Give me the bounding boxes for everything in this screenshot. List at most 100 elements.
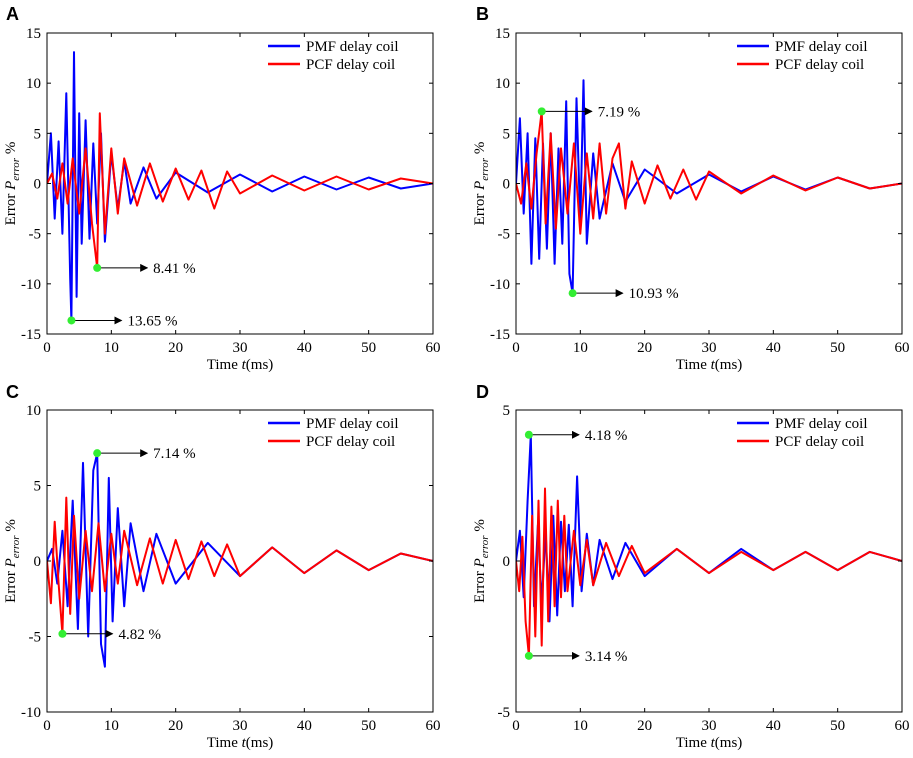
- panel-a: A 0 10 20 30 40 50 60 -15 -10 -5 0 5 10 15 Time t(ms) Er…: [3, 4, 441, 373]
- y-tick-label: 5: [503, 126, 511, 142]
- annotation: 10.93 %: [568, 286, 679, 302]
- x-tick-label: 60: [895, 340, 910, 356]
- series-pcf-line: [47, 112, 433, 269]
- x-tick-label: 20: [168, 340, 183, 356]
- annotation: 8.41 %: [93, 261, 196, 277]
- x-tick-label: 50: [361, 340, 376, 356]
- plot-lines: [516, 433, 902, 657]
- y-tick-label: -15: [21, 327, 41, 343]
- y-tick-label: -5: [498, 227, 511, 243]
- panel-b: B 0 10 20 30 40 50 60 -15 -10 -5 0 5 10 15 Time t(ms) Er…: [472, 4, 910, 373]
- annotation-label: 10.93 %: [629, 286, 679, 302]
- y-axis-label: Error Perror %: [3, 142, 22, 226]
- plot-lines: [47, 51, 433, 322]
- x-tick-label: 10: [104, 718, 119, 734]
- y-axis-label: Error Perror %: [3, 519, 22, 603]
- y-tick-label: 10: [26, 403, 41, 419]
- panel-label: D: [476, 382, 489, 402]
- x-axis-label: Time t(ms): [207, 735, 274, 751]
- y-tick-label: 0: [503, 554, 511, 570]
- y-tick-label: -5: [498, 705, 511, 721]
- legend: PMF delay coil PCF delay coil: [268, 39, 399, 73]
- x-tick-label: 40: [297, 718, 312, 734]
- x-tick-label: 0: [512, 340, 520, 356]
- legend: PMF delay coil PCF delay coil: [737, 416, 868, 450]
- x-tick-label: 10: [573, 718, 588, 734]
- x-tick-label: 0: [512, 718, 520, 734]
- y-axis-label: Error Perror %: [472, 519, 491, 603]
- panel-c: C 0 10 20 30 40 50 60 -10 -5 0 5 10 Time t(ms) Error P…: [3, 382, 441, 751]
- y-tick-label: 0: [503, 177, 511, 193]
- annotation-marker: [537, 107, 546, 116]
- series-pmf-line: [47, 452, 433, 668]
- legend-label-pcf: PCF delay coil: [775, 434, 864, 450]
- panel-label: B: [476, 4, 489, 24]
- x-tick-label: 10: [573, 340, 588, 356]
- x-axis-label: Time t(ms): [676, 735, 743, 751]
- y-tick-label: 10: [26, 76, 41, 92]
- y-tick-label: 0: [34, 177, 42, 193]
- x-tick-label: 30: [233, 340, 248, 356]
- y-tick-label: -15: [490, 327, 510, 343]
- annotation-marker: [67, 316, 76, 325]
- y-tick-label: -10: [21, 705, 41, 721]
- panel-label: C: [6, 382, 19, 402]
- x-tick-label: 20: [637, 340, 652, 356]
- annotation-label: 7.14 %: [153, 446, 196, 462]
- x-tick-label: 50: [361, 718, 376, 734]
- y-tick-label: -5: [29, 227, 42, 243]
- series-pmf-line: [516, 433, 902, 623]
- x-tick-label: 0: [43, 340, 51, 356]
- x-tick-label: 10: [104, 340, 119, 356]
- annotation-marker: [93, 449, 102, 458]
- x-tick-label: 40: [297, 340, 312, 356]
- series-pcf-line: [47, 496, 433, 635]
- x-tick-label: 0: [43, 718, 51, 734]
- legend: PMF delay coil PCF delay coil: [268, 416, 399, 450]
- y-tick-label: 15: [495, 26, 510, 42]
- legend-label-pmf: PMF delay coil: [775, 39, 868, 55]
- annotation-label: 4.82 %: [118, 627, 161, 643]
- x-tick-label: 20: [637, 718, 652, 734]
- annotation-marker: [93, 263, 102, 272]
- y-tick-label: -10: [21, 277, 41, 293]
- legend-label-pcf: PCF delay coil: [306, 434, 395, 450]
- legend-label-pmf: PMF delay coil: [775, 416, 868, 432]
- annotation-marker: [568, 289, 577, 298]
- annotation-marker: [524, 430, 533, 439]
- x-tick-label: 20: [168, 718, 183, 734]
- legend-label-pcf: PCF delay coil: [775, 57, 864, 73]
- y-tick-label: 10: [495, 76, 510, 92]
- annotation-label: 8.41 %: [153, 261, 196, 277]
- legend: PMF delay coil PCF delay coil: [737, 39, 868, 73]
- y-tick-label: 0: [34, 554, 42, 570]
- x-axis-label: Time t(ms): [207, 357, 274, 373]
- y-axis-label: Error Perror %: [472, 142, 491, 226]
- panel-label: A: [6, 4, 19, 24]
- x-tick-label: 40: [766, 718, 781, 734]
- x-tick-label: 30: [233, 718, 248, 734]
- series-pmf-line: [516, 79, 902, 295]
- annotation: 7.14 %: [93, 446, 196, 462]
- x-axis-label: Time t(ms): [676, 357, 743, 373]
- annotation: 7.19 %: [537, 104, 641, 120]
- annotation: 13.65 %: [67, 313, 177, 329]
- y-tick-label: -5: [29, 630, 42, 646]
- y-tick-label: 15: [26, 26, 41, 42]
- annotation: 3.14 %: [524, 649, 628, 665]
- annotation-label: 4.18 %: [585, 428, 628, 444]
- x-tick-label: 30: [702, 340, 717, 356]
- x-tick-label: 60: [426, 340, 441, 356]
- y-tick-label: 5: [34, 126, 42, 142]
- plot-lines: [47, 452, 433, 668]
- annotation-label: 3.14 %: [585, 649, 628, 665]
- x-tick-label: 40: [766, 340, 781, 356]
- x-tick-label: 50: [830, 340, 845, 356]
- annotation-label: 7.19 %: [598, 104, 641, 120]
- x-tick-label: 60: [426, 718, 441, 734]
- x-tick-label: 60: [895, 718, 910, 734]
- annotation-label: 13.65 %: [127, 313, 177, 329]
- annotation-marker: [524, 651, 533, 660]
